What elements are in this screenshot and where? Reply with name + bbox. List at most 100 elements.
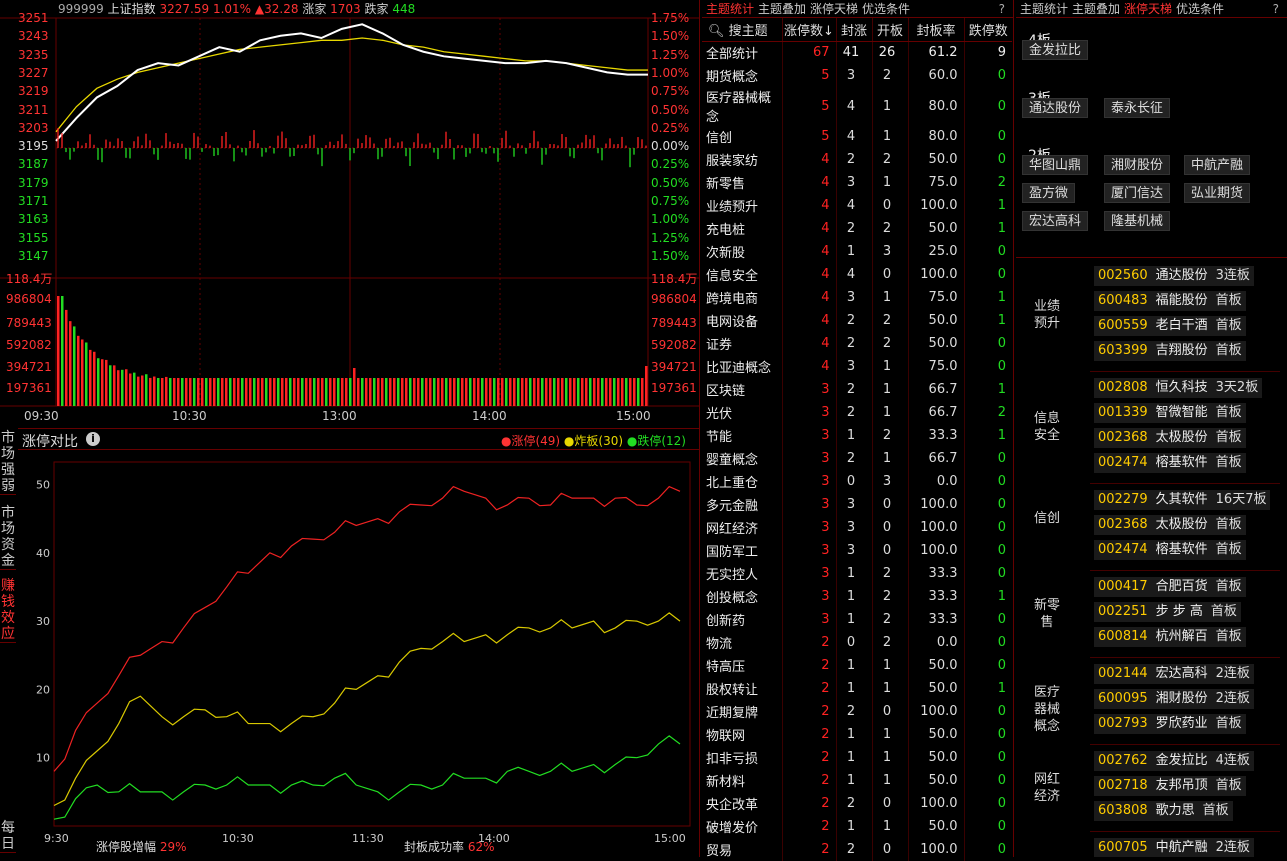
theme-row[interactable]: 物流 2 0 2 0.0 0 — [702, 631, 1012, 654]
side-tab[interactable]: 市场资金 — [0, 505, 16, 570]
col-seal[interactable]: 封涨 — [836, 18, 873, 42]
tab-limit-ladder[interactable]: 涨停天梯 — [1124, 2, 1173, 16]
stock-row[interactable]: 600095 湘财股份 2连板 — [1094, 689, 1254, 709]
theme-row[interactable]: 物联网 2 1 1 50.0 0 — [702, 723, 1012, 746]
theme-row[interactable]: 区块链 3 2 1 66.7 1 — [702, 378, 1012, 401]
theme-row[interactable]: 创投概念 3 1 2 33.3 1 — [702, 585, 1012, 608]
zt-count: 3 — [782, 585, 837, 608]
theme-row[interactable]: 股权转让 2 1 1 50.0 1 — [702, 677, 1012, 700]
stock-row[interactable]: 603399 吉翔股份 首板 — [1094, 341, 1246, 361]
ladder-stock-chip[interactable]: 湘财股份 — [1104, 155, 1171, 175]
theme-row[interactable]: 创新药 3 1 2 33.3 0 — [702, 608, 1012, 631]
theme-row[interactable]: 比亚迪概念 4 3 1 75.0 0 — [702, 355, 1012, 378]
tab-theme-stat[interactable]: 主题统计 — [1020, 2, 1069, 16]
theme-row[interactable]: 全部统计 67 41 26 61.2 9 — [702, 41, 1012, 64]
open-count: 2 — [872, 631, 909, 654]
theme-row[interactable]: 贸易 2 2 0 100.0 0 — [702, 838, 1012, 861]
stock-row[interactable]: 002808 恒久科技 3天2板 — [1094, 378, 1263, 398]
help-icon[interactable]: ? — [1272, 2, 1279, 16]
theme-row[interactable]: 央企改革 2 2 0 100.0 0 — [702, 792, 1012, 815]
col-zt-count[interactable]: 涨停数↓ — [782, 18, 837, 42]
right-tabbar: 主题统计 主题叠加 涨停天梯 优选条件 ? — [1016, 0, 1287, 18]
ladder-stock-chip[interactable]: 宏达高科 — [1022, 211, 1089, 231]
stock-row[interactable]: 002144 宏达高科 2连板 — [1094, 664, 1254, 684]
tab-filter[interactable]: 优选条件 — [1176, 2, 1225, 16]
side-tab[interactable]: 市场强弱 — [0, 430, 16, 495]
theme-row[interactable]: 新零售 4 3 1 75.0 2 — [702, 171, 1012, 194]
stock-row[interactable]: 002279 久其软件 16天7板 — [1094, 490, 1271, 510]
tab-theme-overlay[interactable]: 主题叠加 — [758, 2, 807, 16]
theme-row[interactable]: 婴童概念 3 2 1 66.7 0 — [702, 447, 1012, 470]
ladder-stock-chip[interactable]: 华图山鼎 — [1022, 155, 1089, 175]
theme-row[interactable]: 证券 4 2 2 50.0 0 — [702, 332, 1012, 355]
tab-limit-ladder[interactable]: 涨停天梯 — [810, 2, 859, 16]
volume-bar — [625, 378, 628, 406]
theme-row[interactable]: 无实控人 3 1 2 33.3 0 — [702, 562, 1012, 585]
theme-row[interactable]: 光伏 3 2 1 66.7 2 — [702, 401, 1012, 424]
ladder-stock-chip[interactable]: 通达股份 — [1022, 98, 1089, 118]
theme-row[interactable]: 信创 5 4 1 80.0 0 — [702, 125, 1012, 148]
dt-count: 0 — [997, 704, 1006, 719]
theme-row[interactable]: 特高压 2 1 1 50.0 0 — [702, 654, 1012, 677]
chart-frame — [55, 17, 649, 407]
stock-row[interactable]: 002368 太极股份 首板 — [1094, 515, 1246, 535]
stock-row[interactable]: 000417 合肥百货 首板 — [1094, 577, 1246, 597]
theme-row[interactable]: 扣非亏损 2 1 1 50.0 0 — [702, 746, 1012, 769]
info-icon[interactable]: i — [86, 432, 100, 446]
theme-row[interactable]: 新材料 2 1 1 50.0 0 — [702, 769, 1012, 792]
search-theme-header[interactable]: 🔍︎ 搜主题 — [702, 18, 783, 42]
theme-row[interactable]: 跨境电商 4 3 1 75.0 1 — [702, 286, 1012, 309]
theme-row[interactable]: 节能 3 1 2 33.3 1 — [702, 424, 1012, 447]
ladder-stock-chip[interactable]: 隆基机械 — [1104, 211, 1171, 231]
theme-row[interactable]: 网红经济 3 3 0 100.0 0 — [702, 516, 1012, 539]
stock-row[interactable]: 002474 榕基软件 首板 — [1094, 540, 1246, 560]
compare-legend: ●涨停(49) ●炸板(30) ●跌停(12) — [501, 432, 686, 449]
time-tick: 09:30 — [24, 409, 59, 423]
stock-row[interactable]: 600814 杭州解百 首板 — [1094, 627, 1246, 647]
col-open[interactable]: 开板 — [872, 18, 909, 42]
stock-row[interactable]: 002718 友邦吊顶 首板 — [1094, 776, 1246, 796]
theme-row[interactable]: 期货概念 5 3 2 60.0 0 — [702, 64, 1012, 87]
theme-row[interactable]: 业绩预升 4 4 0 100.0 1 — [702, 194, 1012, 217]
tab-filter[interactable]: 优选条件 — [862, 2, 911, 16]
ladder-stock-chip[interactable]: 中航产融 — [1184, 155, 1251, 175]
stock-row[interactable]: 002251 步 步 高首板 — [1094, 602, 1241, 622]
intraday-chart[interactable] — [0, 0, 700, 430]
stock-row[interactable]: 002560 通达股份 3连板 — [1094, 266, 1254, 286]
tab-theme-stat[interactable]: 主题统计 — [706, 2, 755, 16]
stock-name: 吉翔股份 — [1155, 343, 1208, 358]
stock-row[interactable]: 600483 福能股份 首板 — [1094, 291, 1246, 311]
theme-row[interactable]: 次新股 4 1 3 25.0 0 — [702, 240, 1012, 263]
ladder-stock-chip[interactable]: 弘业期货 — [1184, 183, 1251, 203]
theme-row[interactable]: 多元金融 3 3 0 100.0 0 — [702, 493, 1012, 516]
theme-row[interactable]: 破增发价 2 1 1 50.0 0 — [702, 815, 1012, 838]
theme-row[interactable]: 国防军工 3 3 0 100.0 0 — [702, 539, 1012, 562]
stock-row[interactable]: 002793 罗欣药业 首板 — [1094, 714, 1246, 734]
stock-row[interactable]: 002474 榕基软件 首板 — [1094, 453, 1246, 473]
theme-row[interactable]: 近期复牌 2 2 0 100.0 0 — [702, 700, 1012, 723]
theme-row[interactable]: 信息安全 4 4 0 100.0 0 — [702, 263, 1012, 286]
help-icon[interactable]: ? — [998, 2, 1005, 16]
theme-row[interactable]: 电网设备 4 2 2 50.0 1 — [702, 309, 1012, 332]
theme-row[interactable]: 北上重仓 3 0 3 0.0 0 — [702, 470, 1012, 493]
seal-rate: 66.7 — [908, 378, 965, 401]
ladder-stock-chip[interactable]: 盈方微 — [1022, 183, 1076, 203]
col-dt-count[interactable]: 跌停数 — [964, 18, 1012, 42]
stock-row[interactable]: 600705 中航产融 2连板 — [1094, 838, 1254, 857]
theme-name: 期货概念 — [702, 64, 783, 87]
stock-row[interactable]: 603808 歌力思 首板 — [1094, 801, 1233, 821]
col-seal-rate[interactable]: 封板率 — [908, 18, 965, 42]
side-tab[interactable]: 赚钱效应 — [0, 578, 16, 643]
theme-row[interactable]: 充电桩 4 2 2 50.0 1 — [702, 217, 1012, 240]
side-tab[interactable]: 每日 — [0, 820, 16, 853]
stock-row[interactable]: 600559 老白干酒 首板 — [1094, 316, 1246, 336]
ladder-stock-chip[interactable]: 金发拉比 — [1022, 40, 1089, 60]
stock-row[interactable]: 001339 智微智能 首板 — [1094, 403, 1246, 423]
tab-theme-overlay[interactable]: 主题叠加 — [1072, 2, 1121, 16]
theme-row[interactable]: 服装家纺 4 2 2 50.0 0 — [702, 148, 1012, 171]
theme-row[interactable]: 医疗器械概念 5 4 1 80.0 0 — [702, 87, 1012, 125]
ladder-stock-chip[interactable]: 厦门信达 — [1104, 183, 1171, 203]
stock-row[interactable]: 002368 太极股份 首板 — [1094, 428, 1246, 448]
ladder-stock-chip[interactable]: 泰永长征 — [1104, 98, 1171, 118]
stock-row[interactable]: 002762 金发拉比 4连板 — [1094, 751, 1254, 771]
